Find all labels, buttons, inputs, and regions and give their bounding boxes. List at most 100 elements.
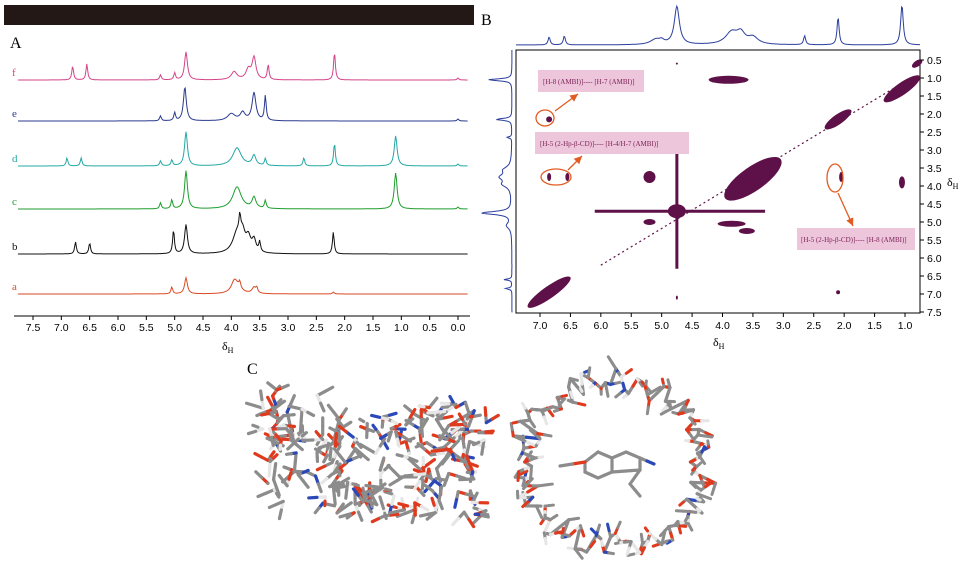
bond xyxy=(423,472,435,482)
bond xyxy=(370,517,381,524)
x-tick-label: 4.5 xyxy=(685,320,700,332)
x-tick-label: 2.5 xyxy=(806,320,821,332)
bond xyxy=(288,424,295,442)
bond xyxy=(271,453,279,460)
bond xyxy=(639,546,646,556)
bond xyxy=(404,440,410,450)
panel-a-x-ticks: 7.5 7.0 6.5 6.0 5.5 5.0 4.5 4.0 3.5 3.0 2.5 2.0 1.5 1… xyxy=(26,316,465,334)
x-tick-label: 4.0 xyxy=(715,320,730,332)
bond xyxy=(417,404,426,409)
bond xyxy=(287,424,297,429)
annotation-arrow-1 xyxy=(554,93,579,112)
bond xyxy=(558,462,575,468)
diagonal-peak xyxy=(883,75,921,103)
bond xyxy=(332,447,342,458)
y-tick-label: 7.5 xyxy=(927,307,942,319)
spectrum-trace-c xyxy=(18,170,468,210)
bond xyxy=(351,487,360,497)
bond xyxy=(341,407,348,416)
left-projection-trace xyxy=(481,50,513,313)
bond xyxy=(328,426,337,432)
bond xyxy=(666,378,671,386)
bond xyxy=(284,452,293,456)
y-tick-label: 3.0 xyxy=(927,145,942,157)
bond xyxy=(408,407,417,419)
bond xyxy=(337,435,345,444)
annotation-box-2 xyxy=(535,132,689,154)
bond xyxy=(453,497,459,509)
bond xyxy=(547,503,555,508)
bond xyxy=(695,496,702,502)
bond xyxy=(678,500,685,507)
bond xyxy=(450,425,461,435)
bond xyxy=(625,546,631,556)
bond xyxy=(266,395,274,407)
bond xyxy=(337,484,347,490)
bond xyxy=(677,525,683,535)
bond xyxy=(345,513,353,520)
bond xyxy=(580,529,586,538)
bond xyxy=(521,401,527,410)
bond xyxy=(606,522,611,533)
bond xyxy=(691,483,698,489)
y-tick-label: 5.0 xyxy=(927,217,942,229)
bond xyxy=(327,502,337,508)
bond xyxy=(274,485,281,497)
annotation-text-2: [H-5 (2-Hp-β-CD)]---- [H-4/H-7 (AMBI)] xyxy=(540,140,658,148)
bond xyxy=(315,464,327,472)
diagonal-trace xyxy=(600,88,894,266)
bond xyxy=(522,482,530,491)
bond xyxy=(661,528,667,539)
bond xyxy=(287,413,296,417)
bond xyxy=(386,463,396,473)
bond xyxy=(431,433,441,439)
bond xyxy=(639,532,644,541)
bond xyxy=(277,473,285,483)
bond xyxy=(346,452,354,462)
bond xyxy=(703,434,714,439)
bond xyxy=(453,452,467,464)
bond xyxy=(332,494,337,506)
bond xyxy=(388,478,400,487)
panel-b-label: B xyxy=(481,12,492,29)
bond xyxy=(710,487,716,496)
bond xyxy=(386,434,392,443)
bond xyxy=(344,488,349,500)
diagonal-peak xyxy=(911,59,923,68)
bond xyxy=(413,479,422,491)
x-tick-label: 5.0 xyxy=(654,320,669,332)
panel-a-header-bar xyxy=(4,5,474,25)
spectrum-trace-f xyxy=(18,51,468,81)
bond xyxy=(468,475,474,484)
bond xyxy=(254,470,264,480)
cross-peak xyxy=(836,290,841,295)
bond xyxy=(363,498,373,504)
bond xyxy=(389,512,400,517)
bond xyxy=(338,513,349,519)
bond xyxy=(306,410,316,418)
trace-label-b: b xyxy=(12,241,18,253)
bond xyxy=(570,460,587,466)
bond xyxy=(552,408,560,413)
bond xyxy=(355,440,363,450)
cross-peak xyxy=(546,116,553,123)
bond xyxy=(626,552,636,557)
bond xyxy=(251,423,260,429)
panel-b-cross-peaks xyxy=(527,59,923,308)
bond xyxy=(442,414,454,420)
x-tick-label: 0.5 xyxy=(422,322,437,334)
bond xyxy=(596,523,602,532)
bond xyxy=(688,432,695,441)
bond xyxy=(285,428,292,436)
bond xyxy=(300,431,308,438)
bond xyxy=(246,429,258,436)
bond xyxy=(557,400,564,407)
bond xyxy=(516,490,530,500)
annotation-box-1 xyxy=(538,70,644,92)
bond xyxy=(334,432,338,442)
panel-b-left-projection xyxy=(481,50,513,313)
panel-b-annotation-2: [H-5 (2-Hp-β-CD)]---- [H-4/H-7 (AMBI)] xyxy=(535,132,689,186)
bond xyxy=(403,404,412,412)
bond xyxy=(416,442,427,451)
